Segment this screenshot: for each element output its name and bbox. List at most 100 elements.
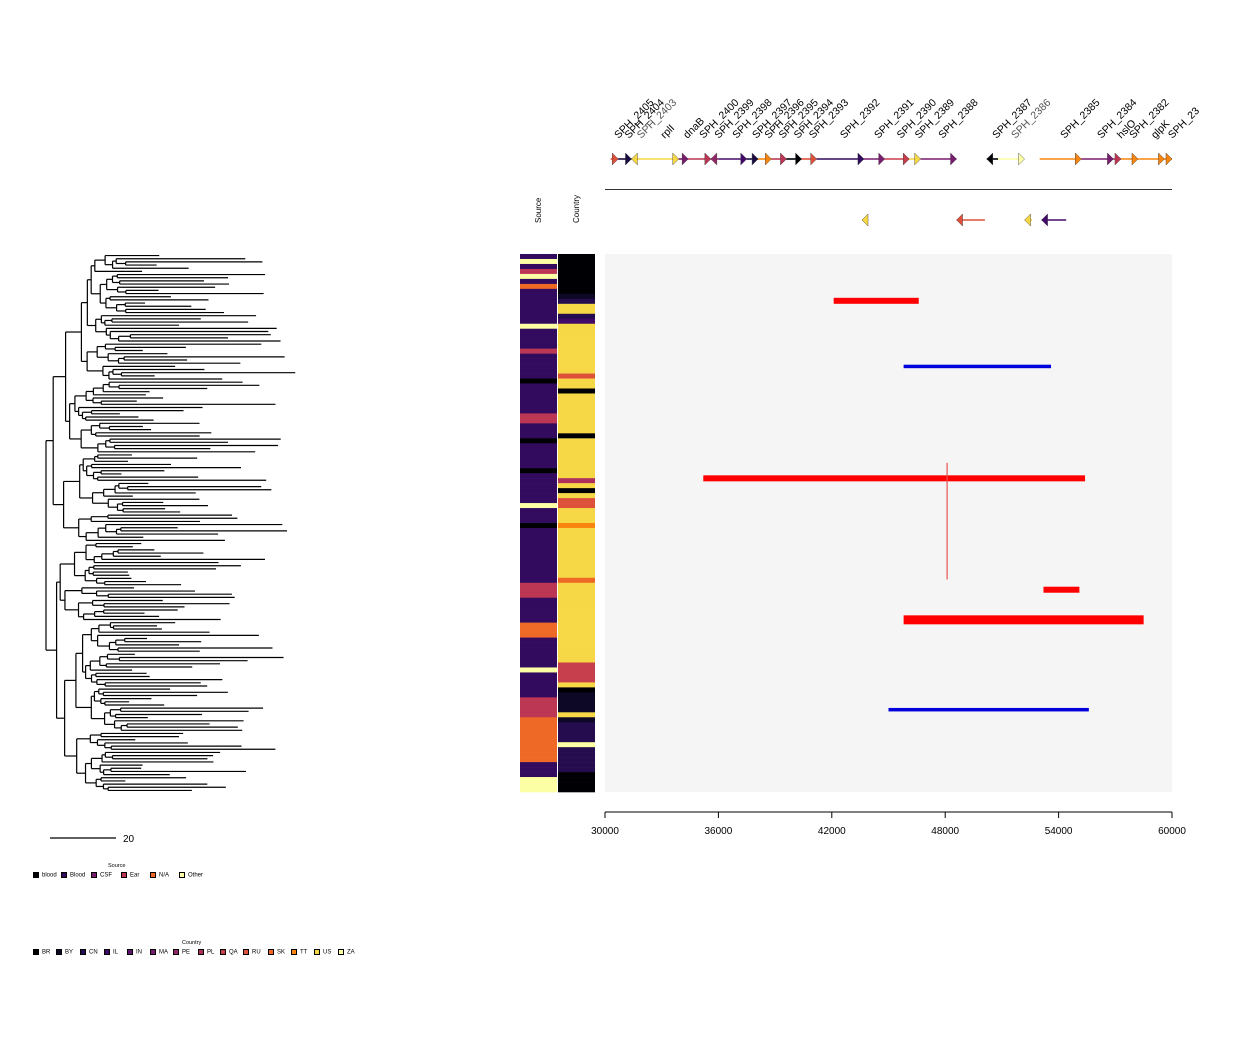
country-cell (558, 378, 595, 384)
country-cell (558, 777, 595, 783)
country-cell (558, 368, 595, 374)
country-cell (558, 647, 595, 653)
legend-item: RU (243, 949, 261, 956)
country-cell (558, 602, 595, 608)
country-cell (558, 488, 595, 494)
legend-item: TT (291, 949, 307, 956)
source-cell (520, 353, 557, 359)
gene-arrow (612, 152, 619, 166)
legend-item: Ear (121, 872, 139, 879)
country-cell (558, 642, 595, 648)
source-legend-title: Source (108, 863, 126, 869)
source-cell (520, 348, 557, 354)
country-cell (558, 717, 595, 723)
source-cell (520, 458, 557, 464)
source-cell (520, 677, 557, 683)
gene-arrow (810, 152, 817, 166)
source-cell (520, 647, 557, 653)
country-cell (558, 523, 595, 529)
legend-item: PE (173, 949, 190, 956)
legend-item: SK (268, 949, 285, 956)
country-cell (558, 328, 595, 335)
source-cell (520, 313, 557, 320)
source-cell (520, 742, 557, 748)
country-cell (558, 448, 595, 454)
x-axis-tick-label: 42000 (818, 826, 846, 837)
source-cell (520, 667, 557, 673)
x-axis: 30000 36000 42000 48000 54000 60000 (591, 811, 1186, 837)
legend-label: IN (136, 949, 142, 956)
source-cell (520, 557, 557, 564)
source-cell (520, 597, 557, 604)
country-cell (558, 597, 595, 604)
recombination-block (833, 297, 919, 304)
legend-item: BY (56, 949, 73, 956)
source-cell (520, 752, 557, 758)
source-cell (520, 762, 557, 768)
country-cell (558, 707, 595, 713)
source-cell (520, 333, 557, 339)
source-cell (520, 617, 557, 623)
source-cell (520, 757, 557, 763)
source-cell (520, 767, 557, 773)
legend-swatch (243, 949, 249, 955)
gene-arrow (1131, 152, 1139, 166)
legend-swatch (80, 949, 86, 955)
country-cell (558, 483, 595, 489)
source-cell (520, 288, 557, 295)
country-cell (558, 508, 595, 514)
legend-label: BY (65, 949, 74, 956)
country-cell (558, 662, 595, 668)
source-cell (520, 707, 557, 713)
source-cell (520, 642, 557, 648)
country-cell (558, 383, 595, 389)
country-cell (558, 288, 595, 295)
country-cell (558, 438, 595, 444)
country-cell (558, 627, 595, 633)
source-cell (520, 622, 557, 628)
source-cell (520, 607, 557, 613)
gene-arrow (710, 152, 718, 166)
country-cell (558, 413, 595, 419)
country-cell (558, 333, 595, 339)
source-legend: Source blood Blood CSF Ear N/A Other (30, 863, 230, 883)
legend-swatch (173, 949, 179, 955)
source-cell (520, 478, 557, 484)
tree-scale-bar: 20 (50, 834, 135, 845)
mobile-gene-arrow (1041, 213, 1048, 227)
source-cell (520, 503, 557, 509)
source-cell (520, 612, 557, 618)
recombination-block (903, 615, 1144, 625)
gene-arrow (857, 152, 865, 166)
gene-arrow (672, 152, 679, 166)
country-cell (558, 567, 595, 574)
legend-swatch (104, 949, 110, 955)
country-cell (558, 493, 595, 499)
country-cell (558, 752, 595, 758)
country-cell (558, 632, 595, 638)
source-cell (520, 777, 557, 783)
gene-label: SPH_23 (1166, 105, 1202, 141)
country-cell (558, 697, 595, 703)
legend-swatch (61, 872, 67, 878)
source-cell (520, 448, 557, 454)
country-cell (558, 363, 595, 369)
source-cell (520, 508, 557, 514)
country-cell (558, 592, 595, 599)
source-cell (520, 722, 557, 728)
source-cell (520, 717, 557, 723)
x-axis-tick-label: 54000 (1045, 826, 1073, 837)
source-cell (520, 263, 557, 270)
source-cell (520, 423, 557, 429)
legend-label: Other (188, 872, 204, 879)
legend-swatch (150, 872, 156, 878)
source-cell (520, 438, 557, 444)
legend-label: N/A (159, 872, 170, 879)
source-cell (520, 527, 557, 534)
source-cell (520, 657, 557, 663)
source-cell (520, 254, 557, 260)
country-cell (558, 258, 595, 265)
gene-arrow (625, 152, 632, 166)
source-cell (520, 328, 557, 335)
source-cell (520, 488, 557, 494)
